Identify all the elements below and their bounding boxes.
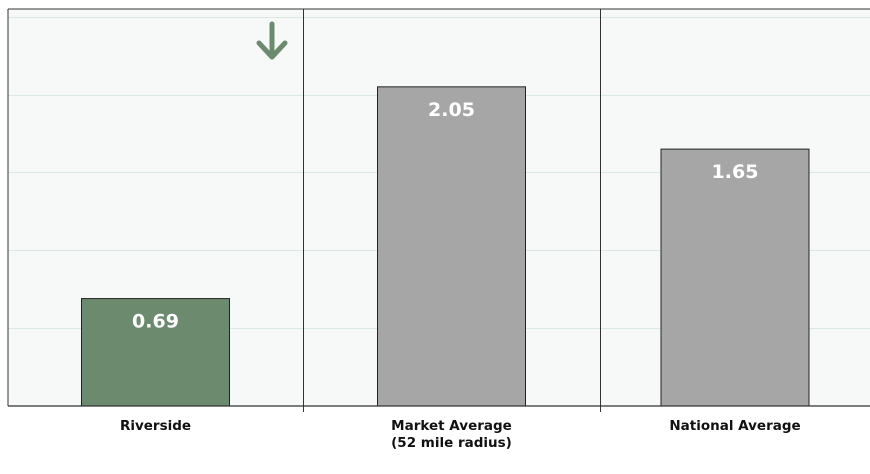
- category-labels: Riverside Market Average(52 mile radius) N…: [120, 418, 801, 451]
- value-labels: 0.69 2.05 1.65: [132, 99, 758, 333]
- category-label-1: Market Average: [391, 418, 512, 434]
- panel-dividers: [7, 8, 870, 412]
- bars: [81, 86, 810, 407]
- bar-0: [81, 298, 230, 407]
- bar-1: [377, 86, 526, 407]
- value-label-1: 2.05: [428, 99, 475, 121]
- value-label-0: 0.69: [132, 311, 179, 333]
- value-label-2: 1.65: [712, 161, 759, 183]
- category-label-1-sub: (52 mile radius): [391, 435, 512, 451]
- category-label-2: National Average: [669, 418, 800, 434]
- category-label-0: Riverside: [120, 418, 191, 434]
- bar-2: [660, 148, 810, 407]
- arrow-head: [256, 40, 288, 60]
- down-arrow-icon: [256, 21, 288, 60]
